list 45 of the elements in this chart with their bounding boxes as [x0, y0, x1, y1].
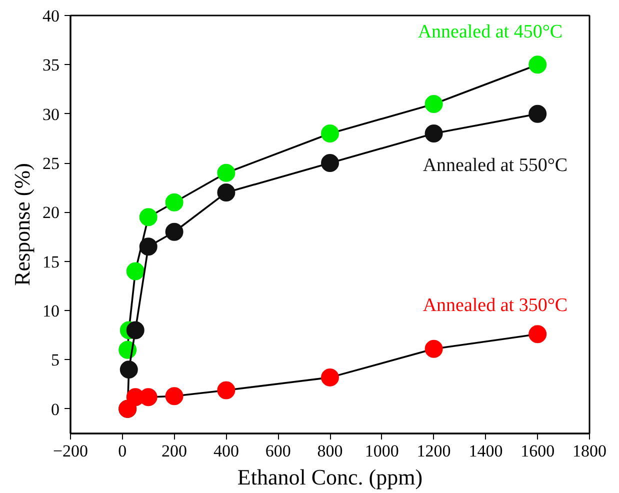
x-axis-title: Ethanol Conc. (ppm) — [237, 464, 423, 490]
point — [165, 222, 184, 241]
x-tick-label: 400 — [213, 442, 239, 460]
y-tick-label: 15 — [42, 252, 60, 272]
series-label: Annealed at 350°C — [422, 295, 568, 316]
point — [528, 325, 547, 344]
point — [217, 164, 236, 182]
y-tick-label: 30 — [42, 104, 60, 124]
x-tick-label: 800 — [317, 442, 343, 460]
y-tick-label: 25 — [42, 154, 60, 174]
point — [528, 56, 547, 74]
point — [424, 95, 443, 113]
point — [120, 360, 138, 379]
x-tick-label: 1400 — [468, 442, 503, 460]
x-tick-label: 1200 — [416, 442, 451, 460]
y-tick-label: 40 — [42, 6, 60, 26]
x-tick-label: 0 — [118, 442, 127, 460]
point — [321, 368, 339, 386]
point — [424, 124, 443, 143]
y-tick-label: 10 — [42, 302, 60, 321]
point — [165, 387, 184, 406]
y-tick-label: 35 — [42, 56, 60, 75]
y-tick-label: 20 — [42, 203, 60, 222]
x-tick-label: 200 — [162, 442, 188, 460]
x-tick-label: 1600 — [520, 442, 555, 460]
x-tick-label: 1000 — [364, 442, 399, 460]
point — [165, 193, 184, 212]
point — [217, 381, 236, 400]
y-tick-label: 0 — [51, 400, 60, 419]
point — [139, 238, 158, 256]
point — [217, 184, 236, 202]
y-tick-label: 5 — [51, 350, 60, 370]
point — [321, 154, 339, 172]
x-tick-label: −200 — [52, 442, 88, 460]
series-label: Annealed at 550°C — [422, 154, 568, 176]
point — [321, 124, 339, 143]
x-tick-label: 600 — [265, 442, 291, 460]
series-label: Annealed at 450°C — [418, 22, 563, 43]
point — [424, 340, 443, 358]
point — [528, 104, 547, 123]
x-tick-label: 1800 — [572, 442, 606, 460]
y-axis-title: Response (%) — [10, 163, 34, 286]
point — [139, 208, 158, 226]
point — [126, 262, 144, 280]
point — [126, 321, 144, 340]
